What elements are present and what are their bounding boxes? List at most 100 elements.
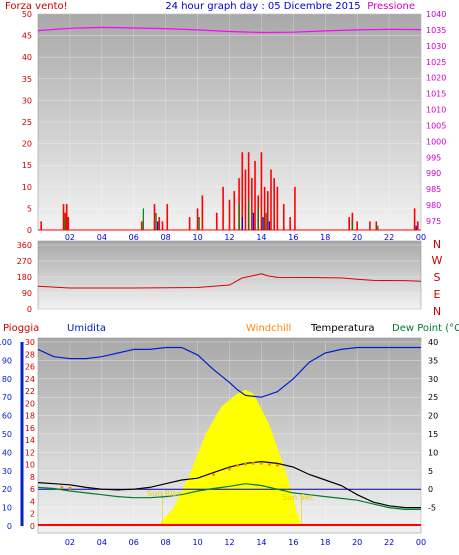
- wind-x-tick: 04: [97, 233, 107, 242]
- windchill-point: [275, 463, 279, 467]
- dewpoint-legend: Dew Point (°C: [392, 323, 459, 334]
- pressure-y-tick: 985: [426, 185, 441, 194]
- wind-y-tick: 35: [22, 75, 32, 84]
- pressure-y-tick: 995: [426, 153, 441, 162]
- temp-x-tick: 10: [192, 538, 202, 547]
- wind-x-tick: 00: [416, 233, 426, 242]
- direction-letter-n-top: N: [433, 238, 441, 251]
- windchill-legend: Windchill: [246, 323, 291, 334]
- windchill-point: [251, 461, 255, 465]
- direction-letter-w: W: [432, 254, 443, 267]
- temp-x-tick: 00: [416, 538, 426, 547]
- wind-y-tick: 25: [22, 118, 32, 127]
- direction-y-tick: 0: [27, 305, 32, 314]
- windchill-point: [244, 462, 247, 466]
- wind-panel-title: Forza vento!: [5, 1, 68, 12]
- temp-y-tick: -5: [428, 504, 436, 513]
- humidity-y-tick: 10: [2, 504, 12, 513]
- humidity-y-tick: 100: [0, 338, 12, 347]
- temp-y-tick: 15: [428, 430, 438, 439]
- wind-x-tick: 06: [129, 233, 139, 242]
- wind-x-tick: 16: [288, 233, 298, 242]
- wind-x-tick: 08: [161, 233, 171, 242]
- humidity-y-tick: 30: [2, 467, 12, 476]
- rain-y-tick: 0: [30, 522, 35, 531]
- wind-y-tick: 20: [22, 140, 32, 149]
- humidity-y-tick: 90: [2, 356, 12, 365]
- wind-y-tick: 50: [22, 10, 32, 19]
- humidity-y-tick: 0: [7, 522, 12, 531]
- humidity-y-tick: 40: [2, 448, 12, 457]
- pressure-y-tick: 1010: [426, 106, 446, 115]
- wind-y-tick: 15: [22, 161, 32, 170]
- rain-y-tick: 30: [25, 338, 35, 347]
- temp-x-tick: 18: [320, 538, 330, 547]
- direction-y-tick: 180: [17, 273, 32, 282]
- temp-y-tick: 35: [428, 356, 438, 365]
- temp-x-tick: 16: [288, 538, 298, 547]
- temp-y-tick: 30: [428, 375, 438, 384]
- rain-y-tick: 28: [25, 350, 35, 359]
- sun-set-label: Sun Set: [282, 493, 313, 502]
- direction-y-tick: 360: [17, 241, 32, 250]
- direction-letter-e: E: [434, 288, 441, 301]
- rain-y-tick: 4: [30, 497, 35, 506]
- wind-y-tick: 40: [22, 53, 32, 62]
- wind-x-tick: 10: [192, 233, 202, 242]
- humidity-line: [37, 346, 421, 398]
- pressure-y-tick: 1030: [426, 42, 446, 51]
- temperature-legend: Temperatura: [310, 323, 375, 334]
- pressure-y-tick: 1025: [426, 58, 446, 67]
- direction-letter-s: S: [434, 271, 441, 284]
- temp-x-tick: 06: [129, 538, 139, 547]
- direction-plot-area: [37, 240, 422, 310]
- windchill-point: [60, 485, 64, 489]
- rain-y-tick: 16: [25, 424, 35, 433]
- wind-x-tick: 18: [320, 233, 330, 242]
- windchill-point: [228, 467, 231, 471]
- sun-rise-label: Sun Rise: [147, 489, 182, 498]
- pressure-y-tick: 1000: [426, 137, 446, 146]
- rain-y-tick: 26: [25, 363, 35, 372]
- rain-y-tick: 8: [30, 473, 35, 482]
- wind-x-tick: 02: [65, 233, 75, 242]
- rain-y-tick: 20: [25, 399, 35, 408]
- direction-letter-n-bottom: N: [433, 305, 441, 318]
- wind-y-tick: 5: [27, 204, 32, 213]
- temperature-line: [37, 460, 421, 509]
- wind-y-tick: 45: [22, 32, 32, 41]
- rain-y-tick: 18: [25, 412, 35, 421]
- temp-x-tick: 22: [384, 538, 394, 547]
- pressure-y-tick: 1015: [426, 90, 446, 99]
- humidity-y-tick: 50: [2, 430, 12, 439]
- windchill-point: [236, 463, 239, 467]
- pressure-y-tick: 990: [426, 169, 441, 178]
- pressure-y-tick: 980: [426, 201, 441, 210]
- temp-y-tick: 25: [428, 393, 438, 402]
- pressure-y-tick: 1040: [426, 10, 446, 19]
- windchill-point: [259, 461, 263, 465]
- pressure-line: [37, 26, 422, 34]
- wind-y-tick: 30: [22, 96, 32, 105]
- humidity-y-tick: 60: [2, 412, 12, 421]
- rain-legend: Pioggia: [3, 323, 39, 334]
- dewpoint-line: [37, 483, 421, 510]
- humidity-legend: Umidita: [67, 323, 106, 334]
- direction-y-tick: 270: [17, 257, 32, 266]
- temp-x-tick: 20: [352, 538, 362, 547]
- rain-y-tick: 12: [25, 448, 35, 457]
- rain-y-tick: 10: [25, 461, 35, 470]
- pressure-y-tick: 1020: [426, 74, 446, 83]
- direction-y-tick: 90: [22, 289, 32, 298]
- temp-y-tick: 20: [428, 412, 438, 421]
- humidity-y-tick: 70: [2, 393, 12, 402]
- chart-date-title: 24 hour graph day : 05 Dicembre 2015: [165, 1, 360, 12]
- temp-x-tick: 08: [161, 538, 171, 547]
- pressure-panel-title: Pressione: [367, 1, 415, 12]
- wind-x-tick: 14: [256, 233, 266, 242]
- temp-x-tick: 04: [97, 538, 107, 547]
- windchill-point: [212, 473, 215, 476]
- wind-x-tick: 12: [224, 233, 234, 242]
- temp-x-tick: 02: [65, 538, 75, 547]
